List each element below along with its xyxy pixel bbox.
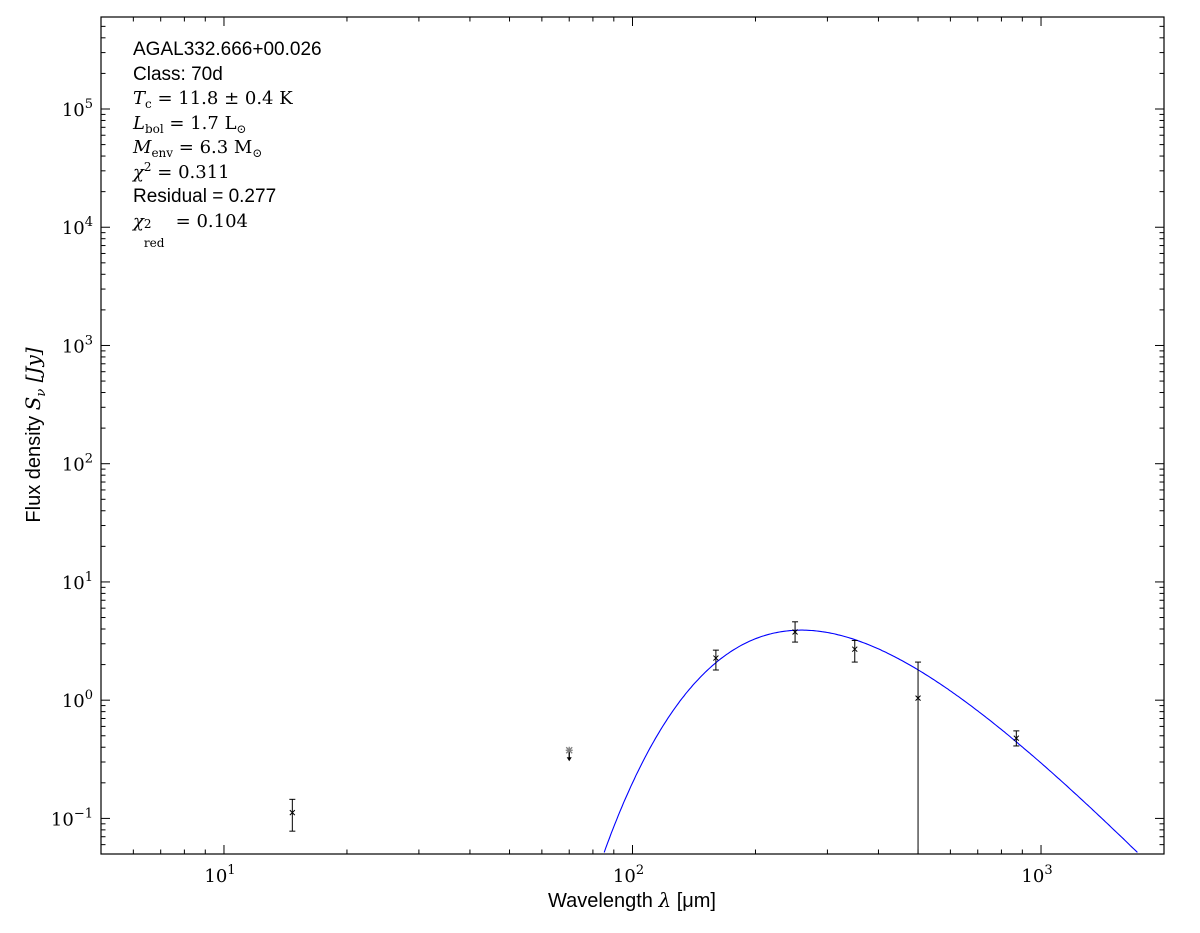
upper-limit-marker (565, 746, 573, 754)
data-point (851, 639, 858, 663)
residual-line: Residual = 0.277 (133, 186, 277, 207)
y-tick-label: 105 (62, 97, 93, 121)
x-marker (713, 655, 719, 661)
y-tick-label: 101 (62, 570, 93, 594)
y-tick-label: 104 (62, 215, 93, 239)
x-tick-label: 102 (613, 863, 644, 887)
x-axis-label: Wavelength λ [μm] (548, 888, 716, 912)
annotation-block: AGAL332.666+00.026 Class: 70d Tc = 11.8 … (133, 38, 322, 250)
x-tick-label: 103 (1021, 863, 1052, 887)
temperature-line: Tc = 11.8 ± 0.4 K (133, 88, 293, 111)
x-marker (289, 809, 296, 816)
data-point (915, 661, 922, 854)
data-point (1013, 730, 1020, 747)
x-marker (792, 629, 798, 635)
chi2-line: χ2 = 0.311 (133, 159, 230, 183)
model-curve (603, 629, 1138, 853)
mass-line: Menv = 6.3 M⊙ (133, 137, 263, 160)
y-tick-label: 102 (62, 452, 93, 476)
x-marker (851, 646, 858, 653)
class-label: Class: 70d (133, 63, 223, 85)
source-name: AGAL332.666+00.026 (133, 39, 322, 60)
data-point (289, 798, 296, 832)
upper-limit-arrowhead (566, 757, 572, 762)
chi2-reduced-line: χ 2 red = 0.104 (133, 210, 248, 250)
x-marker (915, 695, 921, 702)
y-tick-label: 100 (62, 688, 93, 712)
y-tick-label: 103 (62, 333, 93, 357)
y-axis-label: Flux density Sν [Jy] (21, 347, 49, 523)
upper-limit-point (565, 746, 573, 762)
luminosity-line: Lbol = 1.7 L⊙ (133, 112, 247, 136)
x-marker (1013, 735, 1020, 742)
data-point (792, 621, 799, 643)
x-tick-label: 101 (204, 863, 235, 887)
data-point (712, 649, 719, 671)
y-tick-label: 10−1 (51, 806, 93, 830)
